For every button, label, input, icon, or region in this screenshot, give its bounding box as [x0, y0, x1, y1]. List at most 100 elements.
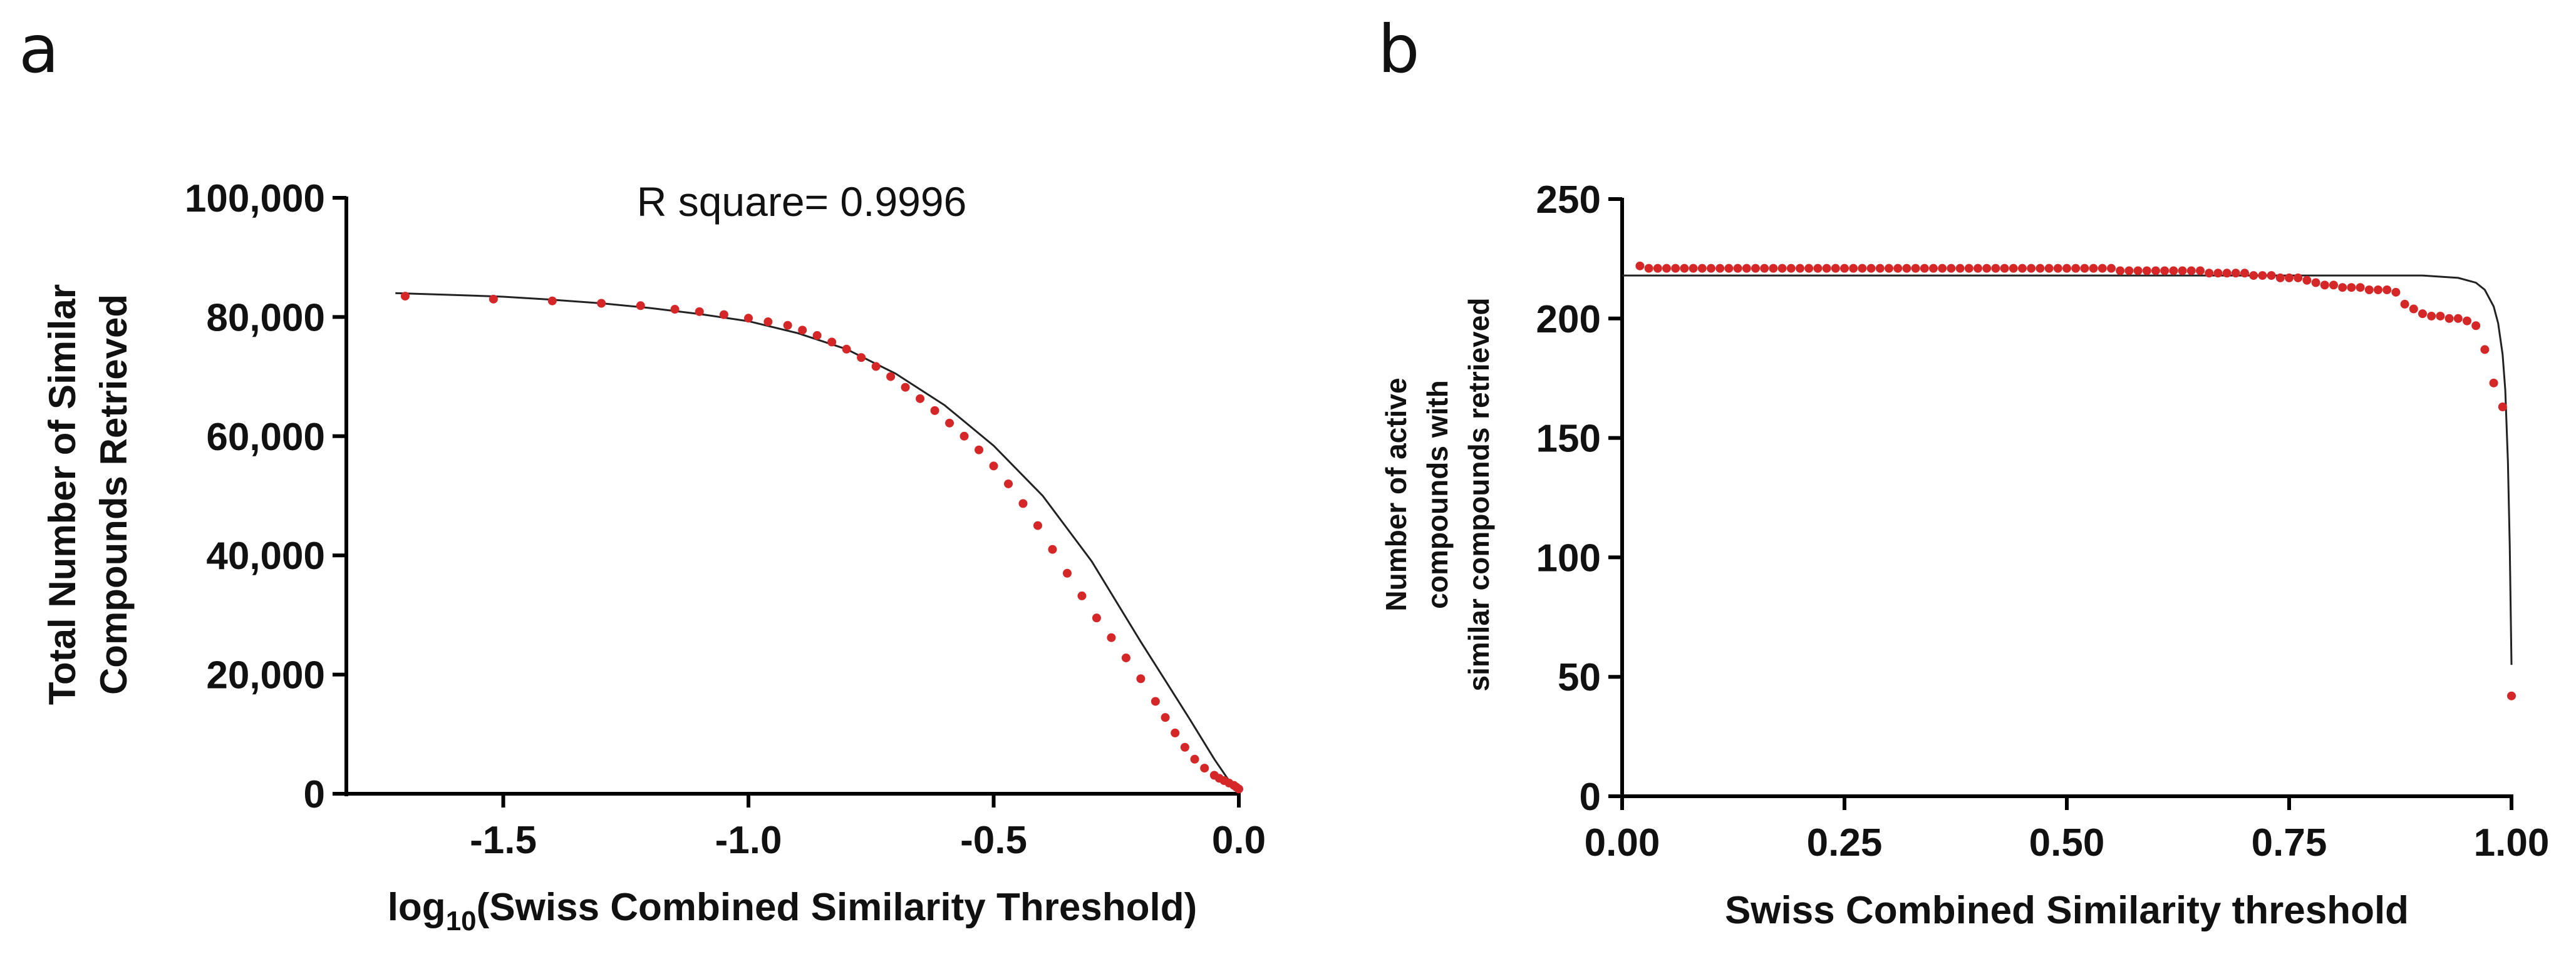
- data-point: [2436, 311, 2445, 321]
- x-tick-label: 0.00: [1585, 821, 1660, 864]
- data-point: [1680, 264, 1689, 273]
- data-point: [1707, 264, 1715, 273]
- y-tick-label: 100,000: [185, 177, 325, 220]
- data-point: [1733, 264, 1742, 273]
- data-point: [1200, 764, 1209, 773]
- data-point: [1697, 264, 1707, 273]
- data-point: [1151, 697, 1160, 706]
- data-point: [2240, 269, 2249, 278]
- data-point: [1004, 479, 1013, 488]
- y-axis-title-line: compounds with: [1421, 380, 1454, 608]
- data-point: [1742, 264, 1751, 273]
- data-point: [1840, 264, 1849, 273]
- data-point: [1911, 264, 1920, 273]
- y-axis-title-line: Number of active: [1380, 377, 1412, 611]
- chart-b: 0 50 100 150 200 250 0.00 0.25 0.50 0.75 1.00 Numbe…: [1380, 178, 2550, 932]
- y-axis-title-line: Compounds Retrieved: [93, 294, 135, 695]
- data-point: [763, 317, 773, 327]
- data-point: [2027, 264, 2036, 273]
- data-point: [2382, 285, 2392, 295]
- data-point: [1689, 264, 1698, 273]
- x-axis-title: Swiss Combined Similarity threshold: [1725, 889, 2409, 932]
- data-point: [1982, 264, 1992, 273]
- x-tick-label: 0.75: [2252, 821, 2327, 864]
- data-point: [1920, 264, 1929, 273]
- data-point: [2071, 264, 2081, 273]
- data-point: [1822, 264, 1831, 273]
- panel-b-letter: b: [1378, 11, 1420, 88]
- data-point: [2329, 280, 2338, 290]
- data-point: [2320, 280, 2329, 290]
- y-axis-title-line: Total Number of Similar: [41, 284, 83, 705]
- panel-a: a 0 20,000 40,000 60,000 80,000 100,000 -1.5 -1…: [19, 11, 1266, 936]
- data-point: [2196, 266, 2205, 275]
- x-tick-label: 1.00: [2474, 821, 2550, 864]
- y-tick-label: 250: [1536, 178, 1601, 222]
- y-tick-label: 200: [1536, 298, 1601, 341]
- data-point: [1804, 264, 1814, 273]
- data-point: [812, 331, 822, 340]
- data-point: [2507, 691, 2516, 700]
- data-point: [1171, 728, 1180, 737]
- x-axis-title: log10(Swiss Combined Similarity Threshol…: [388, 886, 1197, 936]
- data-point: [597, 299, 606, 308]
- data-point: [1662, 264, 1671, 273]
- data-point: [2133, 266, 2143, 275]
- data-point: [2009, 264, 2018, 273]
- data-point: [2124, 266, 2134, 275]
- data-point: [975, 445, 984, 454]
- data-point: [2427, 311, 2436, 321]
- data-point: [719, 310, 728, 319]
- data-point: [930, 406, 939, 415]
- x-tick-label: 0.50: [2029, 821, 2105, 864]
- data-point: [2178, 266, 2187, 275]
- x-axis-title-rest: (Swiss Combined Similarity Threshold): [477, 886, 1197, 929]
- y-tick-label: 50: [1558, 656, 1601, 699]
- data-point: [1644, 264, 1653, 273]
- data-point: [2498, 402, 2507, 411]
- data-point: [1715, 264, 1725, 273]
- data-point: [1190, 754, 1199, 764]
- data-point: [886, 372, 896, 381]
- data-point: [2089, 264, 2098, 273]
- panel-a-letter: a: [19, 11, 59, 88]
- y-axis-title-line: similar compounds retrieved: [1462, 298, 1495, 692]
- fit-curve: [1622, 274, 2513, 665]
- data-point: [2364, 285, 2374, 295]
- data-point: [2053, 264, 2062, 273]
- data-point: [1938, 264, 1947, 273]
- data-point: [1033, 521, 1042, 530]
- x-tick-label: 0.25: [1807, 821, 1883, 864]
- data-point: [1777, 264, 1787, 273]
- data-point: [1831, 264, 1840, 273]
- data-point: [2116, 266, 2125, 275]
- data-point: [901, 382, 910, 392]
- data-point: [945, 418, 954, 428]
- data-point: [1107, 633, 1116, 642]
- data-point: [1234, 784, 1243, 794]
- data-point: [2160, 266, 2170, 275]
- data-point: [1760, 264, 1769, 273]
- data-point: [1796, 264, 1804, 273]
- data-point: [2018, 264, 2027, 273]
- data-point: [2275, 273, 2285, 282]
- data-point: [2453, 314, 2463, 323]
- data-point: [2480, 345, 2490, 354]
- data-point: [2267, 271, 2276, 280]
- y-tick-label: 60,000: [206, 416, 325, 459]
- data-point: [2035, 264, 2045, 273]
- fit-curve: [395, 292, 1240, 792]
- data-point: [1885, 264, 1893, 273]
- data-point: [1893, 264, 1903, 273]
- y-tick-label: 80,000: [206, 296, 325, 339]
- data-point: [1136, 674, 1146, 684]
- data-point: [783, 321, 792, 330]
- r-square-annotation: R square= 0.9996: [637, 178, 967, 225]
- data-point: [2107, 264, 2116, 273]
- chart-a: 0 20,000 40,000 60,000 80,000 100,000 -1.5 -1.0…: [41, 177, 1266, 936]
- data-point: [744, 314, 753, 323]
- data-point: [2302, 275, 2312, 285]
- data-point: [1121, 653, 1130, 662]
- data-point: [1973, 264, 1982, 273]
- x-axis-title-prefix: log: [388, 886, 446, 929]
